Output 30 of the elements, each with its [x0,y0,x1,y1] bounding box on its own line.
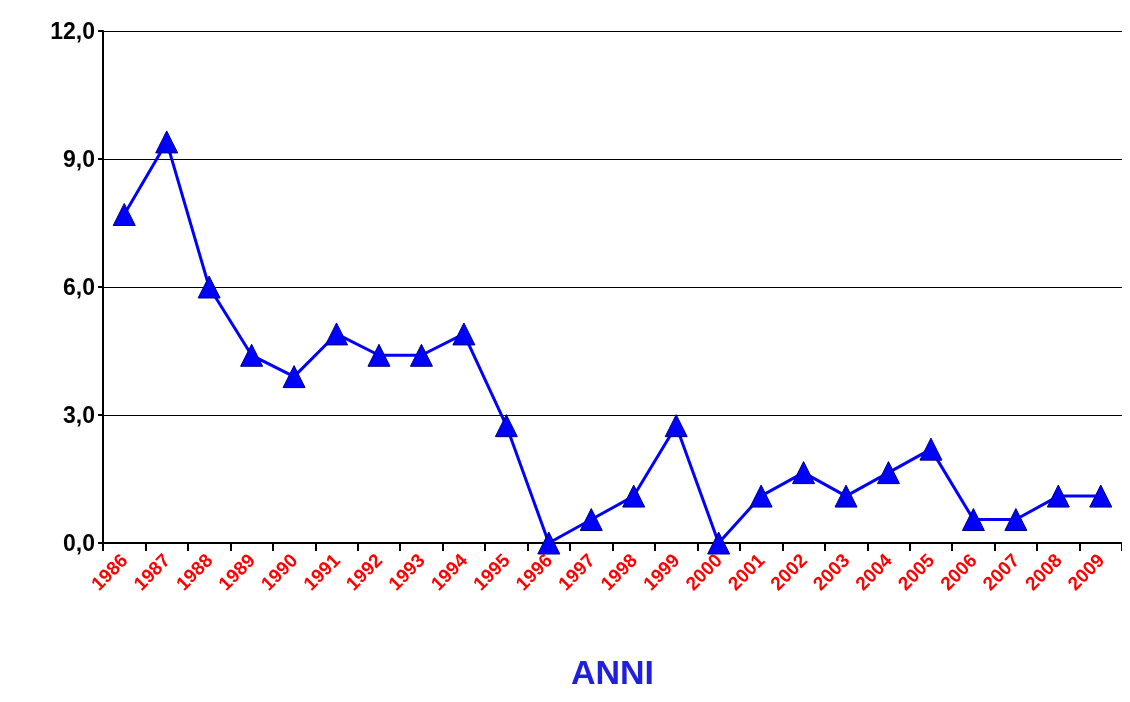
y-tick-label: 0,0 [63,530,95,556]
point [1046,484,1070,508]
y-tick-label: 3,0 [63,402,95,428]
point [409,343,433,367]
y-tick-label: 12,0 [50,18,95,44]
x-axis-title: ANNI [570,653,655,691]
point [282,365,306,389]
point [367,343,391,367]
y-tick-label: 9,0 [63,146,95,172]
point [1004,508,1028,532]
point [792,461,816,485]
point [452,322,476,346]
point [622,484,646,508]
point [707,531,731,555]
point [961,508,985,532]
point [155,130,179,154]
point [919,437,943,461]
point [112,202,136,226]
point [197,275,221,299]
point [325,322,349,346]
point [537,531,561,555]
point [876,461,900,485]
point [240,343,264,367]
point [494,414,518,438]
point [579,508,603,532]
point [834,484,858,508]
y-tick-label: 6,0 [63,274,95,300]
point [1089,484,1113,508]
point [749,484,773,508]
point [664,414,688,438]
